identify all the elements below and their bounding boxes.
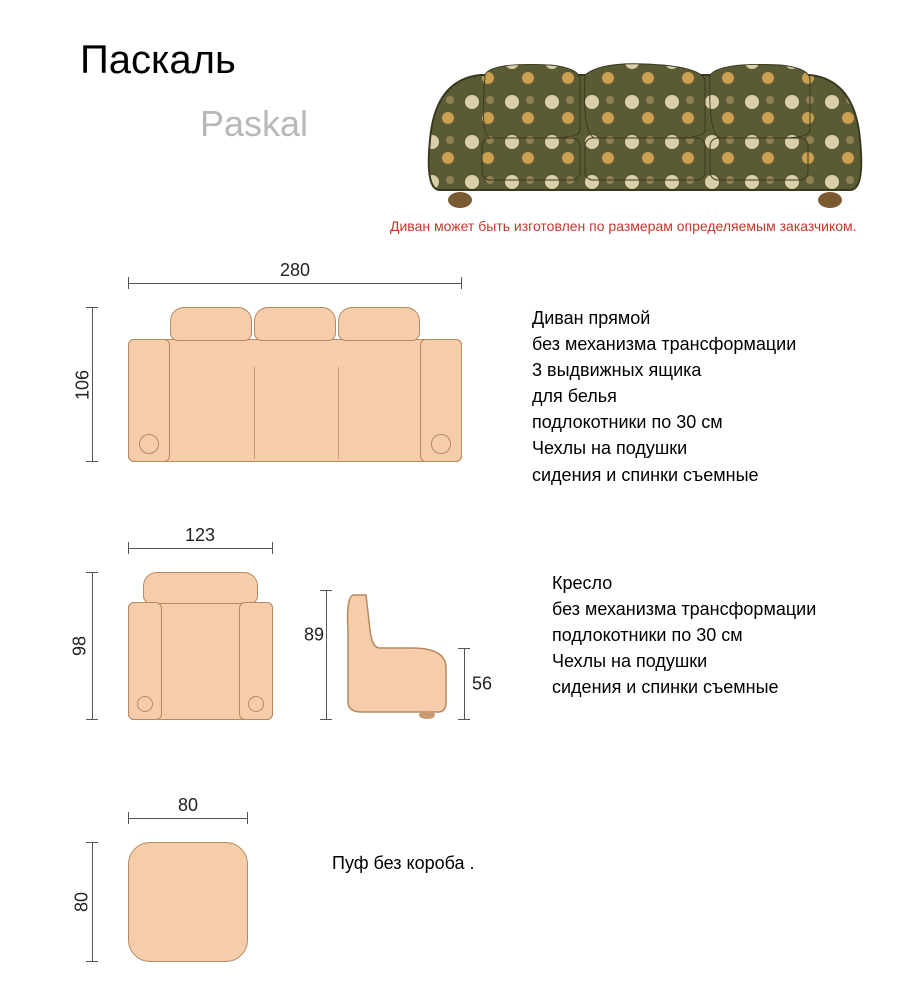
chair-depth-value: 98	[70, 636, 91, 656]
chair-diagram: 123 98 89 56	[72, 530, 502, 760]
section-chair: 123 98 89 56 Кресло без механизма трансф…	[72, 530, 872, 760]
chair-height-dim	[326, 590, 327, 720]
custom-size-note: Диван может быть изготовлен по размерам …	[390, 218, 857, 234]
sofa-diagram: 280 106	[72, 265, 502, 485]
chair-depth-dim	[92, 572, 93, 720]
sofa-width-value: 280	[280, 260, 310, 281]
sofa-width-dim	[128, 283, 462, 284]
section-pouf: 80 80 Пуф без короба .	[72, 800, 872, 980]
chair-top-view	[128, 572, 273, 720]
pouf-top-view	[128, 842, 248, 962]
section-sofa: 280 106 Диван прямой без механизма транс…	[72, 265, 872, 485]
product-photo	[420, 50, 870, 210]
chair-height-value: 89	[304, 625, 324, 646]
sofa-description: Диван прямой без механизма трансформации…	[532, 305, 796, 488]
chair-width-value: 123	[185, 525, 215, 546]
chair-seat-height-value: 56	[472, 674, 492, 695]
chair-width-dim	[128, 548, 273, 549]
title-en: Paskal	[200, 103, 308, 145]
pouf-width-value: 80	[178, 795, 198, 816]
pouf-width-dim	[128, 818, 248, 819]
chair-seat-height-dim	[464, 648, 465, 720]
chair-side-view	[342, 590, 452, 720]
sofa-top-view	[128, 307, 462, 462]
pouf-depth-value: 80	[72, 892, 93, 912]
pouf-description: Пуф без короба .	[332, 850, 475, 876]
chair-description: Кресло без механизма трансформации подло…	[552, 570, 816, 700]
pouf-diagram: 80 80	[72, 800, 372, 980]
sofa-depth-value: 106	[73, 370, 94, 400]
